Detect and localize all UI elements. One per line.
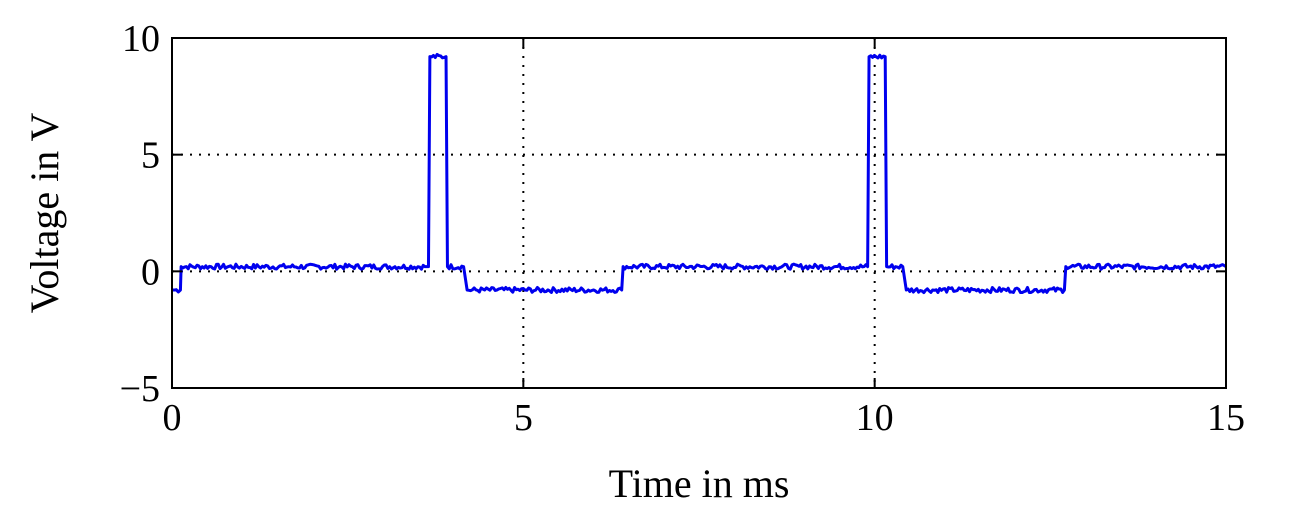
x-tick-label: 10 xyxy=(856,397,894,439)
x-axis-label: Time in ms xyxy=(609,461,790,506)
y-axis-label: Voltage in V xyxy=(22,113,67,314)
series-layer xyxy=(171,52,1227,295)
voltage-series-line xyxy=(171,52,1227,295)
y-tick-label: −5 xyxy=(120,368,160,410)
y-tick-label: 0 xyxy=(141,251,160,293)
grid-lines xyxy=(172,38,1226,388)
x-tick-label: 5 xyxy=(514,397,533,439)
x-tick-label: 15 xyxy=(1207,397,1245,439)
plot-frame xyxy=(171,37,1227,389)
y-tick-label: 10 xyxy=(122,18,160,60)
x-tick-label: 0 xyxy=(163,397,182,439)
y-tick-label: 5 xyxy=(141,135,160,177)
